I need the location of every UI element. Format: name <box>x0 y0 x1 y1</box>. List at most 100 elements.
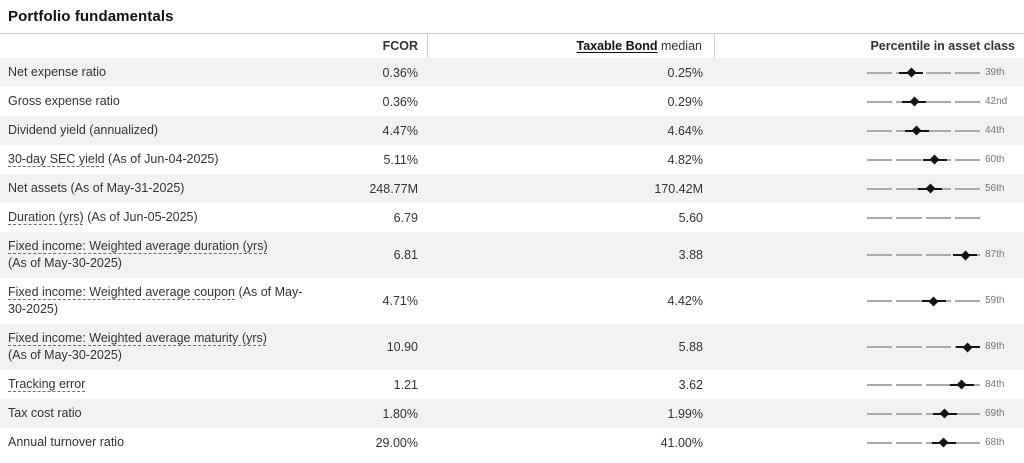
percentile-label: 60th <box>985 153 1005 165</box>
fund-value: 10.90 <box>386 340 418 354</box>
page-title: Portfolio fundamentals <box>8 8 174 25</box>
table-row-weighted-average-maturity: Fixed income: Weighted average maturity … <box>0 324 1024 370</box>
percentile-track <box>867 437 980 449</box>
table-row-tax-cost-ratio: Tax cost ratio 1.80% 1.99% 69th <box>0 399 1024 428</box>
metric-label: Tax cost ratio <box>0 399 340 428</box>
percentile-cell: 56th <box>715 174 1024 203</box>
fund-value: 1.21 <box>393 377 418 392</box>
metric-label: Fixed income: Weighted average maturity … <box>0 324 340 370</box>
fund-value: 6.79 <box>393 210 418 225</box>
percentile-label: 84th <box>985 378 1005 390</box>
metric-term-tooltip[interactable]: Fixed income: Weighted average maturity … <box>8 331 267 346</box>
metric-label: 30-day SEC yield (As of Jun-04-2025) <box>0 145 340 174</box>
median-value: 0.29% <box>667 94 703 109</box>
median-value: 5.60 <box>678 210 703 225</box>
fund-value: 4.71% <box>382 294 418 308</box>
percentile-label: 39th <box>985 66 1005 78</box>
metric-label-text: (As of May-30-2025) <box>8 285 303 316</box>
percentile-cell: 44th <box>715 116 1024 145</box>
table-header-row: FCOR Taxable Bond median Percentile in a… <box>0 34 1024 58</box>
fund-value: 29.00% <box>375 435 418 450</box>
percentile-track <box>867 379 980 391</box>
percentile-track <box>867 67 980 79</box>
percentile-label: 59th <box>985 295 1005 306</box>
metric-label-text: Net expense ratio <box>8 65 106 80</box>
fund-value: 0.36% <box>382 94 418 109</box>
metric-term-tooltip[interactable]: Duration (yrs) <box>8 210 84 225</box>
percentile-cell: 69th <box>715 399 1024 428</box>
fund-value: 0.36% <box>382 65 418 80</box>
metric-column-header <box>0 34 340 58</box>
metric-term-tooltip[interactable]: Fixed income: Weighted average duration … <box>8 239 268 254</box>
percentile-label: 44th <box>985 124 1005 136</box>
median-value: 170.42M <box>654 181 703 196</box>
table-row-weighted-average-duration: Fixed income: Weighted average duration … <box>0 232 1024 278</box>
percentile-track <box>867 96 980 108</box>
percentile-label: 69th <box>985 407 1005 419</box>
percentile-cell: 89th <box>715 324 1024 370</box>
metric-term-tooltip[interactable]: 30-day SEC yield <box>8 152 105 167</box>
percentile-track <box>867 408 980 420</box>
metric-label: Duration (yrs) (As of Jun-05-2025) <box>0 203 340 232</box>
percentile-cell: 59th <box>715 278 1024 324</box>
percentile-cell <box>715 203 1024 232</box>
percentile-cell: 87th <box>715 232 1024 278</box>
median-value: 1.99% <box>667 406 703 421</box>
percentile-track <box>867 154 980 166</box>
table-row-annual-turnover-ratio: Annual turnover ratio 29.00% 41.00% 68th <box>0 428 1024 457</box>
median-suffix: median <box>657 39 702 53</box>
metric-label-text: Annual turnover ratio <box>8 435 125 450</box>
metric-term-tooltip[interactable]: Fixed income: Weighted average coupon <box>8 285 235 300</box>
portfolio-fundamentals-table: FCOR Taxable Bond median Percentile in a… <box>0 33 1024 457</box>
metric-term-tooltip[interactable]: Tracking error <box>8 377 86 392</box>
fund-value: 5.11% <box>383 152 418 167</box>
percentile-label: 68th <box>985 436 1005 448</box>
percentile-label: 56th <box>985 182 1005 194</box>
metric-label-text: Gross expense ratio <box>8 94 120 109</box>
metric-label: Tracking error <box>0 370 340 399</box>
percentile-track <box>867 212 980 224</box>
metric-label: Net expense ratio <box>0 58 340 87</box>
metric-label-text: Tax cost ratio <box>8 406 82 421</box>
metric-label-text: Net assets (As of May-31-2025) <box>8 181 185 196</box>
percentile-cell: 84th <box>715 370 1024 399</box>
percentile-column-header: Percentile in asset class <box>870 39 1015 53</box>
fund-value: 248.77M <box>369 181 418 196</box>
percentile-cell: 68th <box>715 428 1024 457</box>
fund-value: 6.81 <box>393 248 418 262</box>
metric-label-text: (As of May-30-2025) <box>8 256 122 270</box>
percentile-track <box>867 183 980 195</box>
percentile-cell: 60th <box>715 145 1024 174</box>
metric-label-text: (As of Jun-05-2025) <box>83 210 198 225</box>
percentile-label: 87th <box>985 249 1005 260</box>
percentile-track <box>867 125 980 137</box>
metric-label: Annual turnover ratio <box>0 428 340 457</box>
percentile-label: 89th <box>985 341 1005 352</box>
median-value: 3.62 <box>678 377 703 392</box>
table-body: Net expense ratio 0.36% 0.25% 39th Gross… <box>0 58 1024 457</box>
table-row-dividend-yield: Dividend yield (annualized) 4.47% 4.64% … <box>0 116 1024 145</box>
percentile-track <box>867 341 980 353</box>
table-row-tracking-error: Tracking error 1.21 3.62 84th <box>0 370 1024 399</box>
table-row-30-day-sec-yield: 30-day SEC yield (As of Jun-04-2025) 5.1… <box>0 145 1024 174</box>
median-value: 3.88 <box>678 248 703 262</box>
median-value: 4.64% <box>667 123 703 138</box>
fund-column-header: FCOR <box>382 39 418 53</box>
metric-label-text: (As of Jun-04-2025) <box>104 152 219 167</box>
metric-label: Gross expense ratio <box>0 87 340 116</box>
metric-label-text: Dividend yield (annualized) <box>8 123 159 138</box>
median-column-header: Taxable Bond median <box>427 34 715 58</box>
table-row-net-expense-ratio: Net expense ratio 0.36% 0.25% 39th <box>0 58 1024 87</box>
percentile-track <box>867 249 980 261</box>
percentile-label: 42nd <box>985 95 1008 107</box>
percentile-cell: 42nd <box>715 87 1024 116</box>
fund-value: 1.80% <box>382 406 418 421</box>
metric-label: Fixed income: Weighted average duration … <box>0 232 340 278</box>
table-row-net-assets: Net assets (As of May-31-2025) 248.77M 1… <box>0 174 1024 203</box>
table-row-weighted-average-coupon: Fixed income: Weighted average coupon (A… <box>0 278 1024 324</box>
metric-label: Dividend yield (annualized) <box>0 116 340 145</box>
taxable-bond-link[interactable]: Taxable Bond <box>576 39 658 53</box>
median-value: 4.42% <box>667 294 703 308</box>
fund-value: 4.47% <box>382 123 418 138</box>
percentile-track <box>867 295 980 307</box>
